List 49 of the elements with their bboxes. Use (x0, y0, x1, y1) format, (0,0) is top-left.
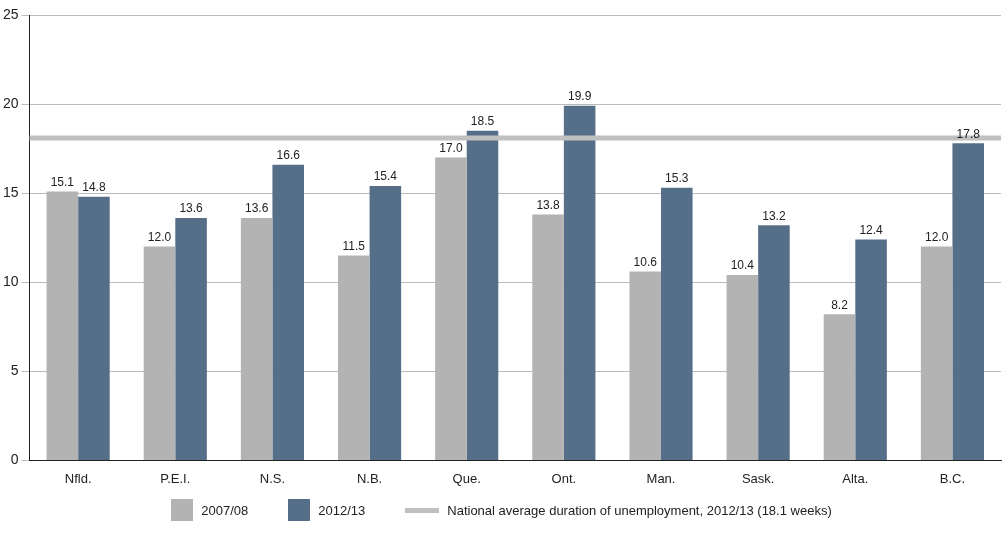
data-label: 18.5 (470, 114, 495, 129)
data-label: 13.2 (762, 208, 786, 223)
bar (78, 196, 110, 460)
bar (855, 239, 887, 460)
data-label: 14.8 (82, 180, 106, 195)
bar (758, 225, 790, 460)
y-tick-label: 10 (2, 273, 19, 290)
data-label: 15.3 (665, 171, 689, 186)
x-tick-label: Man. (646, 470, 676, 486)
x-tick-label: N.S. (259, 470, 286, 486)
x-tick-label: Ont. (551, 470, 577, 486)
x-tick-label: P.E.I. (160, 470, 191, 486)
data-label: 15.1 (50, 174, 75, 189)
y-tick-label: 25 (2, 5, 19, 22)
data-label: 13.6 (244, 201, 269, 216)
bar (369, 186, 402, 460)
bar (661, 187, 693, 460)
data-label: 17.0 (439, 140, 463, 155)
bar (952, 143, 984, 460)
legend-label: 2012/13 (318, 502, 366, 518)
data-label: 10.4 (730, 258, 755, 273)
x-tick-label: Que. (452, 470, 481, 486)
x-tick-label: B.C. (939, 470, 966, 486)
data-label: 16.6 (276, 147, 301, 162)
legend-label: 2007/08 (201, 502, 249, 518)
data-label: 15.4 (373, 169, 398, 184)
data-label: 11.5 (342, 238, 366, 253)
y-tick-label: 5 (10, 362, 19, 379)
bar (175, 218, 207, 460)
y-tick-label: 20 (2, 94, 19, 111)
legend-label: National average duration of unemployment, 2012/13 (18.1 weeks) (447, 502, 832, 518)
data-label: 13.6 (179, 201, 204, 216)
bar (563, 105, 596, 460)
y-tick-label: 0 (10, 451, 19, 468)
y-tick-label: 15 (2, 184, 19, 201)
x-tick-label: Alta. (842, 470, 869, 486)
data-label: 17.8 (956, 126, 981, 141)
data-label: 10.6 (633, 254, 658, 269)
data-label: 13.8 (536, 197, 561, 212)
bar (272, 164, 304, 460)
data-label: 19.9 (567, 89, 592, 104)
data-label: 12.0 (924, 229, 949, 244)
x-tick-label: Sask. (741, 470, 775, 486)
data-label: 12.4 (859, 222, 884, 237)
x-tick-label: Nfld. (64, 470, 92, 486)
data-label: 12.0 (147, 229, 172, 244)
data-label: 8.2 (831, 297, 849, 312)
x-tick-label: N.B. (356, 470, 383, 486)
bar (466, 130, 499, 460)
